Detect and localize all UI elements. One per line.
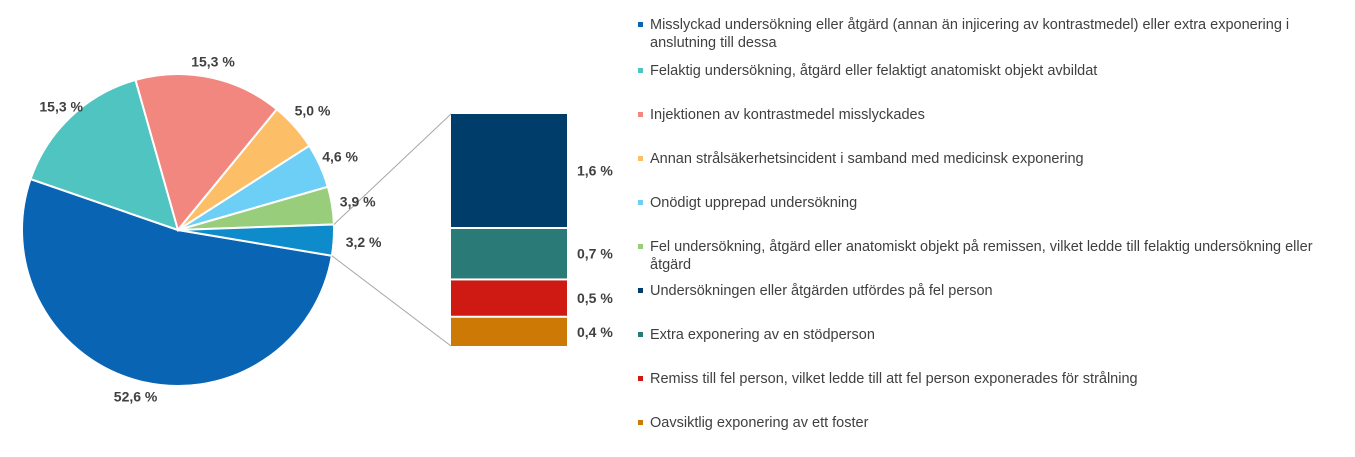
legend-swatch xyxy=(638,200,643,205)
bar-segment-2 xyxy=(451,280,567,316)
pie xyxy=(21,73,335,387)
legend-swatch xyxy=(638,376,643,381)
legend-label: Extra exponering av en stödperson xyxy=(650,327,875,343)
legend-item: Onödigt upprepad undersökning xyxy=(638,194,1350,212)
pie-slice-1 xyxy=(29,78,180,232)
pie-slice-label-4: 4,6 % xyxy=(322,149,358,165)
legend-item: Annan strålsäkerhetsincident i samband m… xyxy=(638,150,1350,168)
bar-segment-3 xyxy=(451,317,567,346)
legend-swatch xyxy=(638,420,643,425)
pie-slice-0 xyxy=(21,177,334,387)
legend-item: Misslyckad undersökning eller åtgärd (an… xyxy=(638,16,1350,52)
pie-slice-label-6: 3,2 % xyxy=(346,234,382,250)
pie-slice-6 xyxy=(177,223,335,257)
legend-swatch xyxy=(638,288,643,293)
legend-label: Annan strålsäkerhetsincident i samband m… xyxy=(650,151,1084,167)
bar-segment-label-0: 1,6 % xyxy=(577,163,613,179)
pie-slice-label-3: 5,0 % xyxy=(295,102,331,118)
legend-label: Undersökningen eller åtgärden utfördes p… xyxy=(650,283,993,299)
legend-item: Remiss till fel person, vilket ledde til… xyxy=(638,370,1350,388)
legend-swatch xyxy=(638,112,643,117)
legend-label: Misslyckad undersökning eller åtgärd (an… xyxy=(650,17,1290,51)
legend-swatch xyxy=(638,244,643,249)
legend-item: Extra exponering av en stödperson xyxy=(638,326,1350,344)
pie-slice-label-1: 15,3 % xyxy=(39,98,83,114)
legend-label: Onödigt upprepad undersökning xyxy=(650,195,858,211)
legend-item: Fel undersökning, åtgärd eller anatomisk… xyxy=(638,238,1350,274)
bar-segment-label-1: 0,7 % xyxy=(577,246,613,262)
legend-label: Fel undersökning, åtgärd eller anatomisk… xyxy=(650,239,1313,273)
legend-label: Oavsiktlig exponering av ett foster xyxy=(650,415,869,431)
pie-slice-label-5: 3,9 % xyxy=(340,193,376,209)
data-labels: 52,6 % 15,3 % 15,3 % 5,0 % 4,6 % 3,9 % 3,2 % 1,… xyxy=(39,54,613,405)
connector-line-top xyxy=(333,113,452,225)
legend-item: Undersökningen eller åtgärden utfördes p… xyxy=(638,282,1350,300)
legend-item: Felaktig undersökning, åtgärd eller fela… xyxy=(638,62,1350,80)
bar-segment-0 xyxy=(451,114,567,227)
legend-label: Felaktig undersökning, åtgärd eller fela… xyxy=(650,63,1098,79)
legend-item: Oavsiktlig exponering av ett foster xyxy=(638,414,1350,432)
connector-line-bottom xyxy=(331,255,452,347)
legend-swatch xyxy=(638,156,643,161)
pie-slice-label-0: 52,6 % xyxy=(114,389,158,405)
pie-of-bar-chart: 52,6 % 15,3 % 15,3 % 5,0 % 4,6 % 3,9 % 3,2 % 1,… xyxy=(21,54,613,405)
legend-item: Injektionen av kontrastmedel misslyckade… xyxy=(638,106,1350,124)
bar-segment-label-2: 0,5 % xyxy=(577,290,613,306)
bar-segment-label-3: 0,4 % xyxy=(577,324,613,340)
legend-label: Injektionen av kontrastmedel misslyckade… xyxy=(650,107,925,123)
legend-swatch xyxy=(638,68,643,73)
pie-slice-label-2: 15,3 % xyxy=(191,54,235,70)
bar-segment-1 xyxy=(451,229,567,279)
connector-lines xyxy=(331,113,452,347)
legend-label: Remiss till fel person, vilket ledde til… xyxy=(650,371,1138,387)
pie-slice-2 xyxy=(134,73,279,233)
legend-swatch xyxy=(638,332,643,337)
legend-swatch xyxy=(638,22,643,27)
breakdown-bar xyxy=(451,114,567,346)
